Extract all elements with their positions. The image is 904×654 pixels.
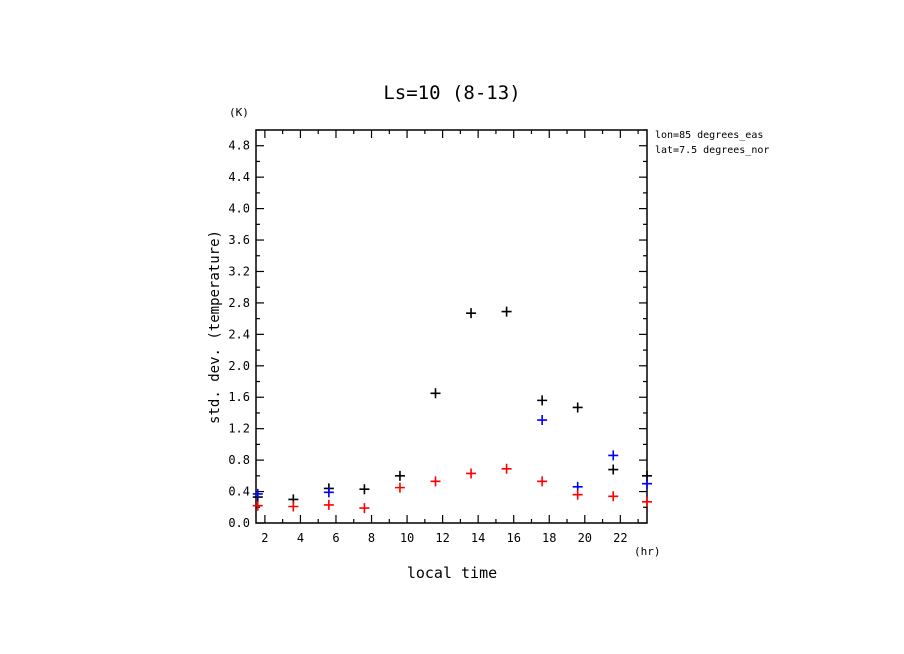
data-point-series-3 xyxy=(288,501,299,512)
x-tick-label: 14 xyxy=(471,531,485,545)
x-tick-label: 12 xyxy=(435,531,449,545)
data-point-series-2 xyxy=(608,450,619,461)
data-point-series-2 xyxy=(537,415,548,426)
annotation-lon: lon=85 degrees_eas xyxy=(655,130,763,141)
y-tick-label: 0.0 xyxy=(228,516,250,530)
y-tick-label: 1.6 xyxy=(228,390,250,404)
x-tick-label: 22 xyxy=(613,531,627,545)
y-tick-label: 4.4 xyxy=(228,170,250,184)
data-point-series-2 xyxy=(642,478,652,489)
y-tick-label: 4.0 xyxy=(228,202,250,216)
data-point-series-1 xyxy=(501,306,512,317)
plot-frame xyxy=(255,129,648,524)
data-point-series-1 xyxy=(466,308,477,319)
y-tick-label: 2.0 xyxy=(228,359,250,373)
y-tick-label: 0.4 xyxy=(228,485,250,499)
data-point-series-3 xyxy=(608,491,619,502)
x-tick-label: 10 xyxy=(400,531,414,545)
data-point-series-1 xyxy=(608,464,619,475)
data-point-series-2 xyxy=(252,488,263,499)
data-point-series-3 xyxy=(642,496,652,507)
data-point-series-1 xyxy=(572,402,583,413)
data-point-series-3 xyxy=(252,500,263,511)
data-point-series-3 xyxy=(572,489,583,500)
annotation-lat: lat=7.5 degrees_nor xyxy=(655,145,769,156)
data-point-series-3 xyxy=(359,503,370,514)
y-tick-label: 4.8 xyxy=(228,139,250,153)
x-tick-label: 4 xyxy=(297,531,304,545)
y-tick-label: 3.6 xyxy=(228,233,250,247)
y-tick-label: 1.2 xyxy=(228,422,250,436)
plot-area: 2 4 6 8 10 12 14 16 18 20 22 0.0 0.4 0.8 1.2 1.6 2.0 2.4 2… xyxy=(228,129,652,545)
data-point-series-1 xyxy=(359,484,370,495)
y-tick-label: 2.8 xyxy=(228,296,250,310)
data-point-series-3 xyxy=(501,463,512,474)
data-point-series-1 xyxy=(394,470,405,481)
data-point-series-3 xyxy=(537,476,548,487)
y-unit-label: (K) xyxy=(229,106,249,119)
x-tick-label: 2 xyxy=(261,531,268,545)
data-point-series-3 xyxy=(323,499,334,510)
data-point-series-1 xyxy=(537,395,548,406)
y-tick-label: 3.2 xyxy=(228,264,250,278)
y-tick-label: 2.4 xyxy=(228,327,250,341)
chart-title: Ls=10 (8-13) xyxy=(383,82,520,104)
x-axis-label: local time xyxy=(407,564,497,582)
x-tick-label: 6 xyxy=(332,531,339,545)
x-tick-label: 20 xyxy=(578,531,592,545)
data-point-series-3 xyxy=(394,482,405,493)
x-tick-label: 18 xyxy=(542,531,556,545)
data-point-series-3 xyxy=(466,468,477,479)
x-tick-label: 8 xyxy=(368,531,375,545)
data-point-series-1 xyxy=(430,388,441,399)
x-unit-label: (hr) xyxy=(634,545,661,558)
data-point-series-2 xyxy=(323,487,334,498)
data-point-series-3 xyxy=(430,476,441,487)
x-tick-label: 16 xyxy=(506,531,520,545)
y-tick-label: 0.8 xyxy=(228,453,250,467)
y-axis-label: std. dev. (temperature) xyxy=(207,230,223,424)
